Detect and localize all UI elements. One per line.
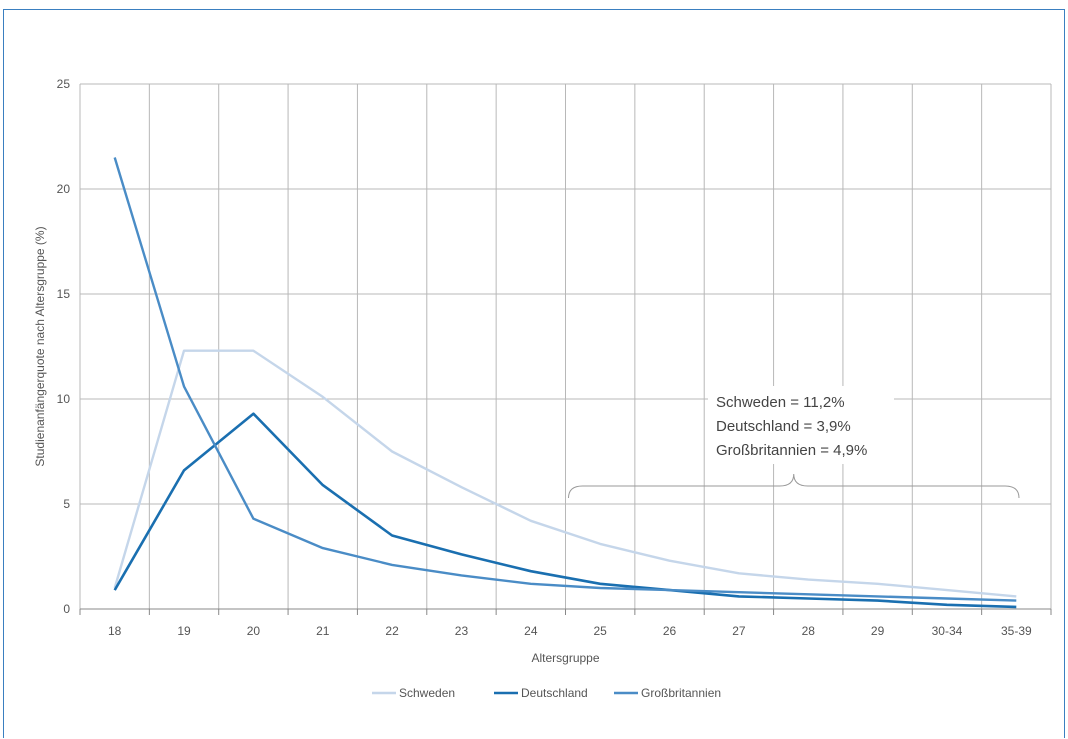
x-tick-label: 18 <box>108 624 122 638</box>
x-tick-label: 30-34 <box>932 624 963 638</box>
series-line-deutschland <box>113 412 1017 609</box>
annotation-line: Deutschland = 3,9% <box>716 418 851 435</box>
x-axis-label: Altersgruppe <box>531 651 599 665</box>
annotation-line: Großbritannien = 4,9% <box>716 442 867 459</box>
y-tick-label: 10 <box>57 392 71 406</box>
series-line-großbritannien <box>113 157 1017 602</box>
brace-path <box>568 473 1020 499</box>
legend-label: Großbritannien <box>641 686 721 700</box>
x-tick-label: 27 <box>732 624 746 638</box>
x-tick-label: 22 <box>385 624 399 638</box>
legend: Schweden Deutschland Großbritannien <box>372 686 721 700</box>
x-tick-label: 28 <box>802 624 816 638</box>
annotation-text: Schweden = 11,2% Deutschland = 3,9% Großbr… <box>708 386 894 464</box>
annotation-brace <box>568 473 1020 499</box>
x-tick-label: 25 <box>593 624 607 638</box>
x-tick-label: 23 <box>455 624 469 638</box>
series-line-schweden <box>113 349 1017 598</box>
x-tick-label: 24 <box>524 624 538 638</box>
x-tick-label: 26 <box>663 624 677 638</box>
chart-frame <box>3 9 1065 738</box>
x-tick-label: 20 <box>247 624 261 638</box>
x-tick-labels: 18 19 20 21 22 23 24 25 26 27 28 29 30-34 35-39 <box>108 624 1032 638</box>
legend-label: Deutschland <box>521 686 588 700</box>
x-tick-label: 21 <box>316 624 330 638</box>
annotation-line: Schweden = 11,2% <box>716 394 845 411</box>
x-tick-label: 35-39 <box>1001 624 1032 638</box>
y-tick-label: 25 <box>57 77 71 91</box>
y-tick-label: 20 <box>57 182 71 196</box>
annotation-background <box>708 386 894 464</box>
legend-label: Schweden <box>399 686 455 700</box>
series-lines <box>113 157 1017 609</box>
x-tick-label: 29 <box>871 624 885 638</box>
y-axis-label: Studienanfängerquote nach Altersgruppe (… <box>33 226 47 466</box>
x-tick-label: 19 <box>177 624 191 638</box>
y-tick-label: 15 <box>57 287 71 301</box>
y-tick-label: 5 <box>63 497 70 511</box>
gridlines <box>79 83 1052 615</box>
y-tick-labels: 0 5 10 15 20 25 <box>57 77 71 616</box>
y-tick-label: 0 <box>63 602 70 616</box>
